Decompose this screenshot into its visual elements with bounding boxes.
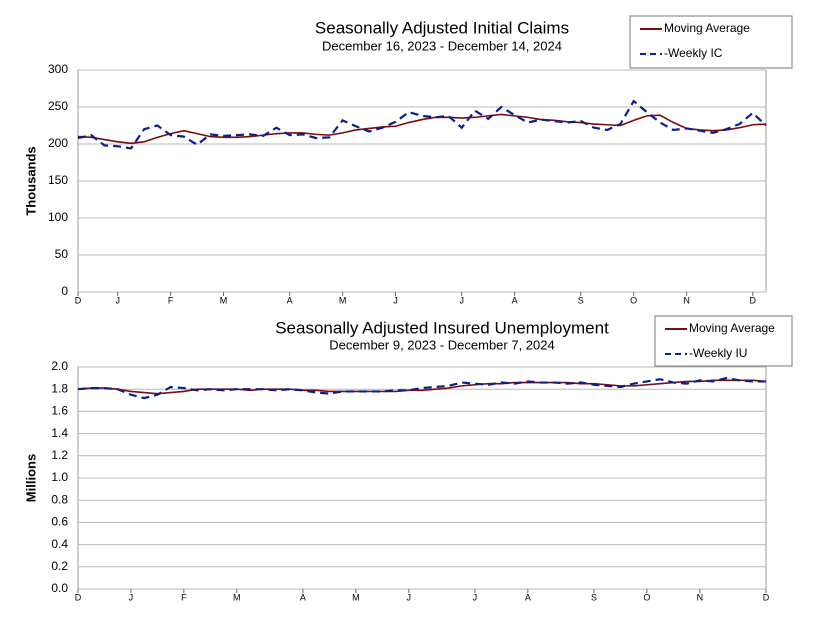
x-tick-label: N [697,592,704,602]
y-tick-label: 1.6 [51,404,68,418]
x-tick-label: J [459,295,464,305]
x-tick-label: M [233,592,241,602]
y-tick-label: 250 [48,99,68,113]
x-tick-label: A [512,295,518,305]
x-tick-label: A [525,592,531,602]
y-tick-label: 50 [55,247,69,261]
legend-label: Moving Average [664,21,750,35]
y-axis-label: Thousands [23,146,38,215]
x-tick-label: D [75,295,82,305]
y-tick-label: 0 [61,284,68,298]
x-tick-label: J [115,295,120,305]
x-tick-label: J [129,592,134,602]
y-tick-label: 100 [48,210,68,224]
x-tick-label: A [287,295,293,305]
x-tick-label: M [352,592,360,602]
y-tick-label: 0.8 [51,492,68,506]
x-tick-label: D [763,592,770,602]
x-tick-label: N [683,295,690,305]
y-tick-label: 0.2 [51,559,68,573]
chart-subtitle: December 9, 2023 - December 7, 2024 [329,337,554,352]
y-tick-label: 300 [48,62,68,76]
legend-label: -Weekly IU [689,346,747,360]
y-tick-label: 1.2 [51,448,68,462]
legend-label: -Weekly IC [664,46,723,60]
y-tick-label: 1.4 [51,426,68,440]
series-line [77,99,767,150]
y-tick-label: 0.0 [51,581,68,595]
y-tick-label: 150 [48,173,68,187]
y-axis-label: Millions [23,454,38,502]
x-tick-label: J [473,592,478,602]
legend-label: Moving Average [689,321,775,335]
y-tick-label: 200 [48,136,68,150]
y-tick-label: 1.0 [51,470,68,484]
x-tick-label: D [750,295,757,305]
x-tick-label: M [220,295,228,305]
y-tick-label: 2.0 [51,359,68,373]
x-tick-label: D [75,592,82,602]
y-tick-label: 1.8 [51,381,68,395]
chart-subtitle: December 16, 2023 - December 14, 2024 [322,38,562,53]
y-tick-label: 0.6 [51,515,68,529]
x-tick-label: O [643,592,650,602]
legend-box [629,15,793,69]
x-tick-label: S [578,295,584,305]
y-tick-label: 0.4 [51,537,68,551]
x-tick-label: J [393,295,398,305]
x-tick-label: F [168,295,174,305]
series-line [77,376,766,400]
x-tick-label: O [630,295,637,305]
chart-title: Seasonally Adjusted Insured Unemployment [275,318,609,337]
legend-box [654,315,793,367]
x-tick-label: J [407,592,412,602]
x-tick-label: S [591,592,597,602]
x-tick-label: F [181,592,187,602]
x-tick-label: M [339,295,347,305]
chart-title: Seasonally Adjusted Initial Claims [315,18,569,37]
x-tick-label: A [300,592,306,602]
